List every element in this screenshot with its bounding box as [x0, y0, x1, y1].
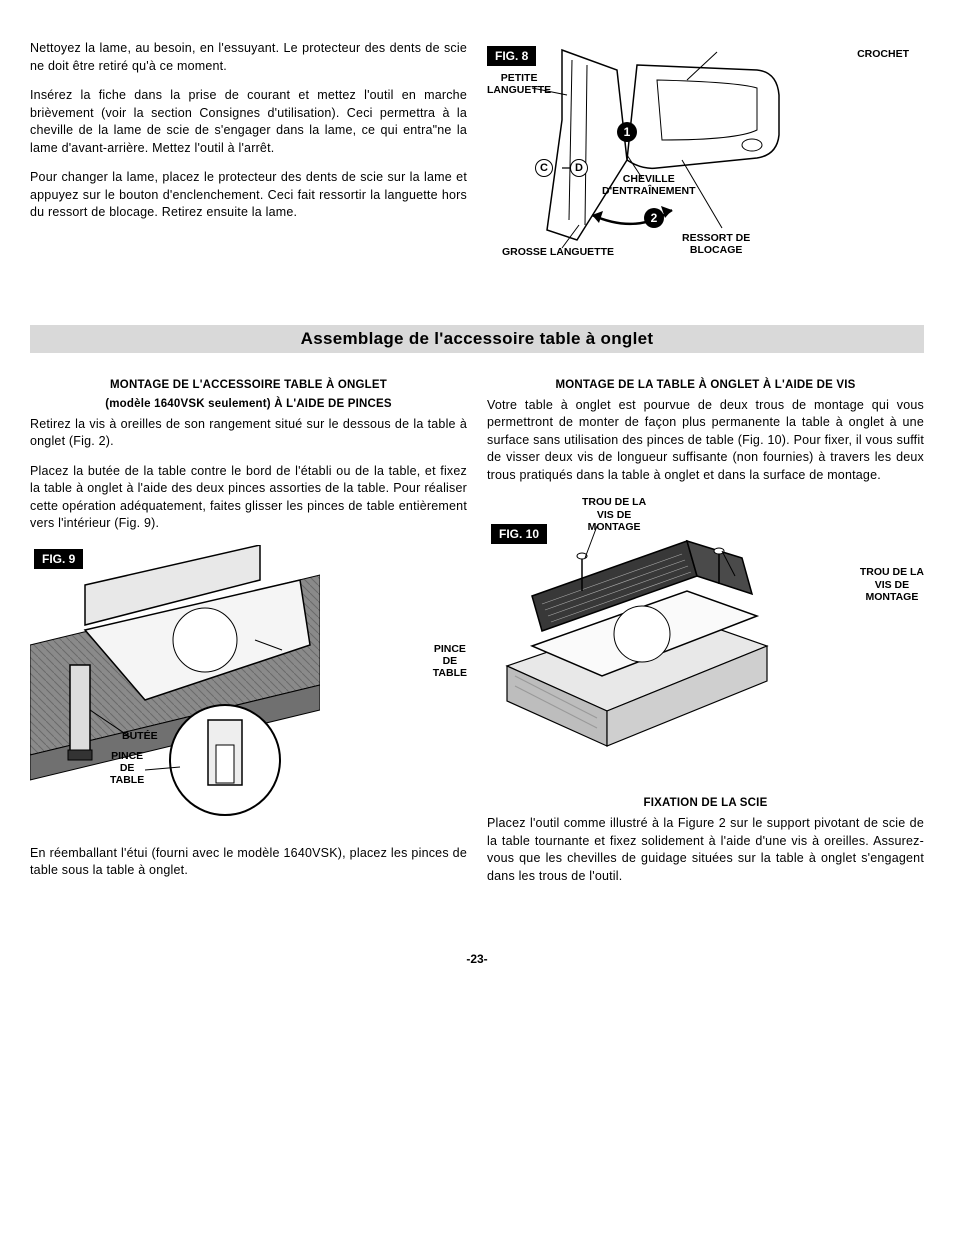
subheading: MONTAGE DE LA TABLE À ONGLET À L'AIDE DE… — [487, 378, 924, 393]
figure-10: FIG. 10 TROU DE LA VIS DE MONTAGE TROU D… — [487, 496, 924, 756]
marker-d: D — [570, 159, 588, 177]
callout-pince-2: PINCE DE TABLE — [110, 750, 144, 786]
top-section: Nettoyez la lame, au besoin, en l'essuya… — [30, 40, 924, 280]
paragraph: En réemballant l'étui (fourni avec le mo… — [30, 845, 467, 880]
marker-1: 1 — [617, 122, 637, 142]
paragraph: Placez l'outil comme illustré à la Figur… — [487, 815, 924, 885]
figure-9: FIG. 9 — [30, 545, 467, 825]
left-column: MONTAGE DE L'ACCESSOIRE TABLE À ONGLET (… — [30, 378, 467, 897]
paragraph: Votre table à onglet est pourvue de deux… — [487, 397, 924, 485]
top-left-column: Nettoyez la lame, au besoin, en l'essuya… — [30, 40, 467, 280]
callout-trou-2: TROU DE LA VIS DE MONTAGE — [860, 566, 924, 602]
fig-10-label: FIG. 10 — [491, 524, 547, 544]
callout-crochet: CROCHET — [857, 48, 909, 60]
marker-c: C — [535, 159, 553, 177]
assembly-section: MONTAGE DE L'ACCESSOIRE TABLE À ONGLET (… — [30, 378, 924, 897]
fig-8-label: FIG. 8 — [487, 46, 536, 66]
right-column: MONTAGE DE LA TABLE À ONGLET À L'AIDE DE… — [487, 378, 924, 897]
subheading: MONTAGE DE L'ACCESSOIRE TABLE À ONGLET — [30, 378, 467, 393]
paragraph: Placez la butée de la table contre le bo… — [30, 463, 467, 533]
marker-2: 2 — [644, 208, 664, 228]
figure-8: FIG. 8 — [487, 40, 924, 280]
fig-9-diagram — [30, 545, 320, 825]
callout-trou-1: TROU DE LA VIS DE MONTAGE — [582, 496, 646, 532]
callout-grosse-languette: GROSSE LANGUETTE — [502, 246, 614, 258]
callout-cheville: CHEVILLE D'ENTRAÎNEMENT — [602, 173, 696, 197]
paragraph: Pour changer la lame, placez le protecte… — [30, 169, 467, 222]
paragraph: Insérez la fiche dans la prise de couran… — [30, 87, 467, 157]
subheading: (modèle 1640VSK seulement) À L'AIDE DE P… — [30, 397, 467, 412]
paragraph: Retirez la vis à oreilles de son rangeme… — [30, 416, 467, 451]
callout-butee: BUTÉE — [122, 730, 158, 742]
section-title: Assemblage de l'accessoire table à ongle… — [30, 329, 924, 349]
callout-ressort: RESSORT DE BLOCAGE — [682, 232, 750, 256]
callout-petite-languette: PETITE LANGUETTE — [487, 72, 551, 96]
callout-pince-1: PINCE DE TABLE — [433, 643, 467, 679]
section-banner: Assemblage de l'accessoire table à ongle… — [30, 325, 924, 353]
page-number: -23- — [30, 952, 924, 966]
subheading: FIXATION DE LA SCIE — [487, 796, 924, 811]
fig-9-label: FIG. 9 — [34, 549, 83, 569]
paragraph: Nettoyez la lame, au besoin, en l'essuya… — [30, 40, 467, 75]
